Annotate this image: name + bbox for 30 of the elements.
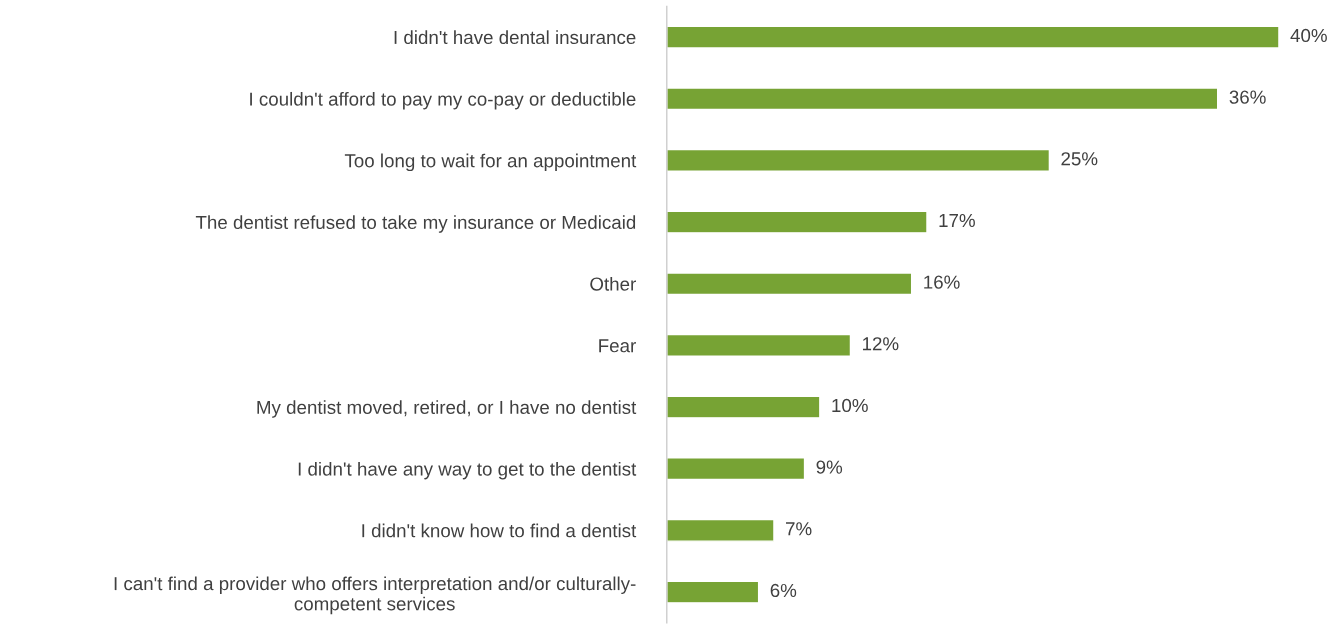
bar	[666, 25, 1280, 49]
y-tick-label: The dentist refused to take my insurance or Medicaid	[195, 215, 636, 233]
y-tick-label: I didn't have dental insurance	[394, 30, 636, 45]
bar	[666, 148, 1051, 172]
data-label: 10%	[832, 398, 868, 413]
y-tick-label: My dentist moved, retired, or I have no dentist	[257, 400, 637, 418]
y-tick-label: Too long to wait for an appointment	[344, 153, 637, 172]
bar	[666, 518, 775, 542]
data-label: 16%	[924, 275, 960, 289]
bar	[666, 395, 821, 419]
data-label: 9%	[816, 460, 843, 474]
data-label: 36%	[1229, 90, 1266, 104]
data-label: 7%	[786, 522, 812, 536]
bar	[666, 580, 760, 604]
data-label: 6%	[770, 583, 797, 598]
y-tick-label: Fear	[599, 339, 636, 353]
data-label: 12%	[863, 337, 899, 351]
bar	[666, 333, 852, 357]
y-tick-label: I didn't know how to find a dentist	[362, 523, 637, 538]
bar	[666, 210, 928, 234]
y-tick-label: I didn't have any way to get to the dentist	[298, 461, 637, 480]
data-label: 17%	[939, 213, 975, 228]
data-label: 25%	[1061, 152, 1098, 166]
y-tick-label: I can't find a provider who offers interpretation and/or culturally- competent services	[114, 576, 636, 615]
bar	[666, 87, 1219, 111]
bar	[666, 272, 913, 296]
y-tick-label: I couldn't afford to pay my co-pay or deductible	[250, 91, 636, 110]
data-label: 40%	[1290, 28, 1327, 43]
y-tick-label: Other	[590, 276, 636, 291]
bar	[666, 457, 806, 481]
